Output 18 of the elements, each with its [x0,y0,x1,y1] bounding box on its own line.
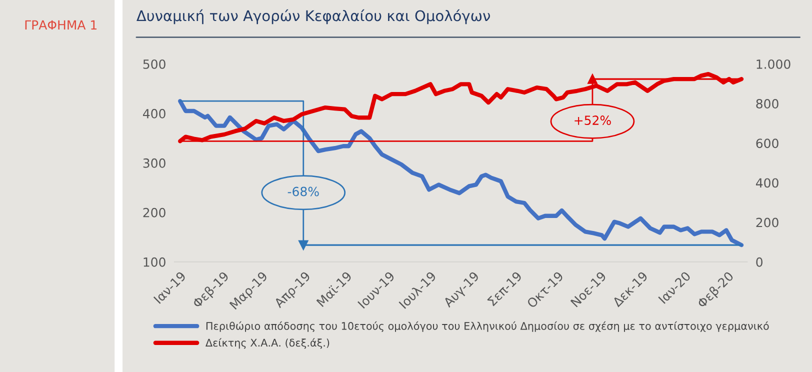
legend-label: Περιθώριο απόδοσης του 10ετούς ομολόγου του Ελληνικού Δημοσίου σε σχέση με το αντίστοιχο γερμανικό [206,321,769,332]
annotation: -68% [288,186,319,196]
y-tick-label: 500 [143,59,166,69]
legend-label: Δείκτης Χ.Α.Α. (δεξ.άξ.) [206,338,330,349]
annotation: +52% [574,116,611,126]
y-tick-label: 400 [143,108,166,118]
y-tick-label: 300 [143,158,166,168]
y2-tick-label: 0 [756,257,762,267]
y2-tick-label: 1.000 [756,59,790,69]
y2-tick-label: 600 [756,138,778,148]
y-tick-label: 100 [144,257,166,267]
text: ΓΡΑΦΗΜΑ 1 [25,20,97,30]
y2-tick-label: 800 [756,99,778,108]
y2-tick-label: 200 [756,218,778,228]
y-tick-label: 200 [143,208,166,218]
line-series [178,99,744,248]
chart-title: Δυναμική των Αγορών Κεφαλαίου και Ομολόγων [136,9,490,24]
y2-tick-label: 400 [756,178,778,188]
